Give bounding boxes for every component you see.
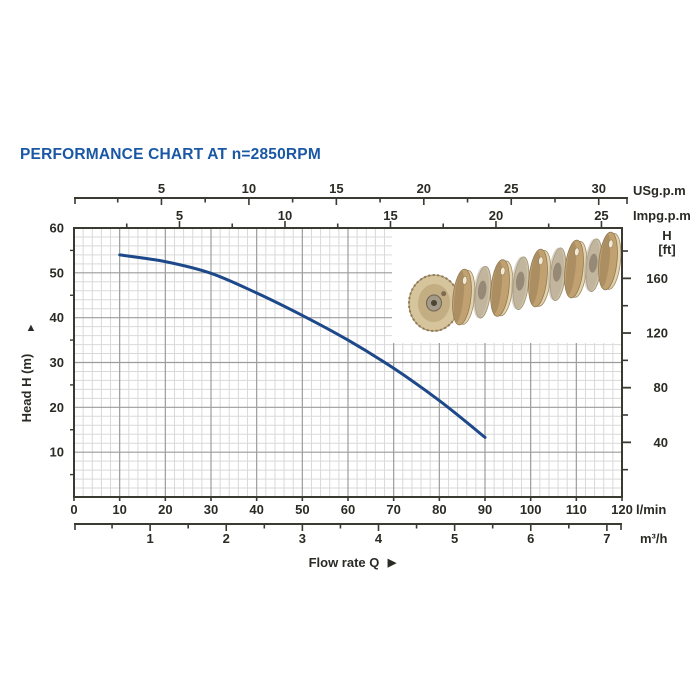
usgpm-axis: 5 10 15 20 25 30 USg.p.m bbox=[74, 181, 686, 205]
impeller-disc bbox=[452, 268, 476, 326]
impeller-disc bbox=[528, 248, 552, 308]
tick-label: 20 bbox=[158, 502, 172, 517]
impeller-photo bbox=[407, 231, 621, 332]
head-axis-label: Head H (m) bbox=[19, 354, 34, 423]
impeller-disc bbox=[564, 239, 588, 299]
tick-label: 0 bbox=[70, 502, 77, 517]
tick-label: 4 bbox=[375, 531, 383, 546]
lmin-unit-label: l/min bbox=[636, 502, 666, 517]
tick-label: 40 bbox=[654, 435, 668, 450]
tick-label: 20 bbox=[50, 400, 64, 415]
tick-label: 70 bbox=[386, 502, 400, 517]
tick-label: 25 bbox=[504, 181, 518, 196]
tick-label: 120 bbox=[611, 502, 633, 517]
impeller-spacer-disc bbox=[548, 247, 567, 301]
tick-label: 5 bbox=[158, 181, 165, 196]
usgpm-unit-label: USg.p.m bbox=[633, 183, 686, 198]
impgpm-unit-label: Impg.p.m bbox=[633, 208, 691, 223]
impeller-spacer-disc bbox=[511, 256, 530, 310]
tick-label: 60 bbox=[50, 221, 64, 236]
tick-label: 10 bbox=[278, 208, 292, 223]
tick-label: 90 bbox=[478, 502, 492, 517]
tick-label: 10 bbox=[242, 181, 256, 196]
tick-label: 2 bbox=[223, 531, 230, 546]
flow-rate-label: Flow rate Q bbox=[309, 555, 380, 570]
tick-label: 30 bbox=[204, 502, 218, 517]
tick-label: 30 bbox=[591, 181, 605, 196]
ft-axis-header: [ft] bbox=[658, 242, 675, 257]
tick-label: 80 bbox=[432, 502, 446, 517]
flow-rate-arrow-right-icon: ▶ bbox=[387, 557, 397, 569]
tick-label: 40 bbox=[249, 502, 263, 517]
tick-label: 30 bbox=[50, 355, 64, 370]
tick-label: 15 bbox=[383, 208, 397, 223]
tick-label: 160 bbox=[646, 271, 668, 286]
lmin-axis: 0 10 20 30 40 50 60 70 80 90 100 110 120 l/min bbox=[70, 497, 666, 517]
tick-label: 5 bbox=[176, 208, 183, 223]
ft-axis-header: H bbox=[662, 228, 671, 243]
head-axis-arrow-up-icon: ▲ bbox=[26, 322, 37, 334]
tick-label: 120 bbox=[646, 326, 668, 341]
impeller-disc bbox=[598, 231, 621, 291]
tick-label: 25 bbox=[594, 208, 608, 223]
tick-label: 20 bbox=[489, 208, 503, 223]
m3h-axis: 1 2 3 4 5 6 7 m³/h bbox=[74, 523, 668, 546]
tick-label: 15 bbox=[329, 181, 343, 196]
tick-label: 80 bbox=[654, 380, 668, 395]
m3h-unit-label: m³/h bbox=[640, 531, 668, 546]
tick-label: 50 bbox=[50, 265, 64, 280]
head-ft-axis: 40 80 120 160 H[ft] bbox=[622, 228, 676, 471]
head-m-axis: 10 20 30 40 50 60 ▲ Head H (m) bbox=[19, 221, 74, 476]
page-title: PERFORMANCE CHART AT n=2850RPM bbox=[20, 146, 321, 163]
tick-label: 60 bbox=[341, 502, 355, 517]
tick-label: 10 bbox=[112, 502, 126, 517]
flow-rate-caption: Flow rate Q ▶ bbox=[309, 555, 397, 570]
impeller-spacer-disc bbox=[584, 238, 603, 292]
impeller-spacer-disc bbox=[473, 265, 492, 319]
tick-label: 7 bbox=[603, 531, 610, 546]
impgpm-axis: 5 10 15 20 25 Impg.p.m bbox=[125, 208, 691, 228]
tick-label: 5 bbox=[451, 531, 458, 546]
tick-label: 1 bbox=[147, 531, 154, 546]
tick-label: 6 bbox=[527, 531, 534, 546]
tick-label: 10 bbox=[50, 445, 64, 460]
tick-label: 110 bbox=[566, 502, 587, 517]
tick-label: 40 bbox=[50, 310, 64, 325]
head-flow-curve bbox=[118, 253, 487, 439]
tick-label: 100 bbox=[520, 502, 542, 517]
tick-label: 50 bbox=[295, 502, 309, 517]
tick-label: 3 bbox=[299, 531, 306, 546]
tick-label: 20 bbox=[417, 181, 431, 196]
